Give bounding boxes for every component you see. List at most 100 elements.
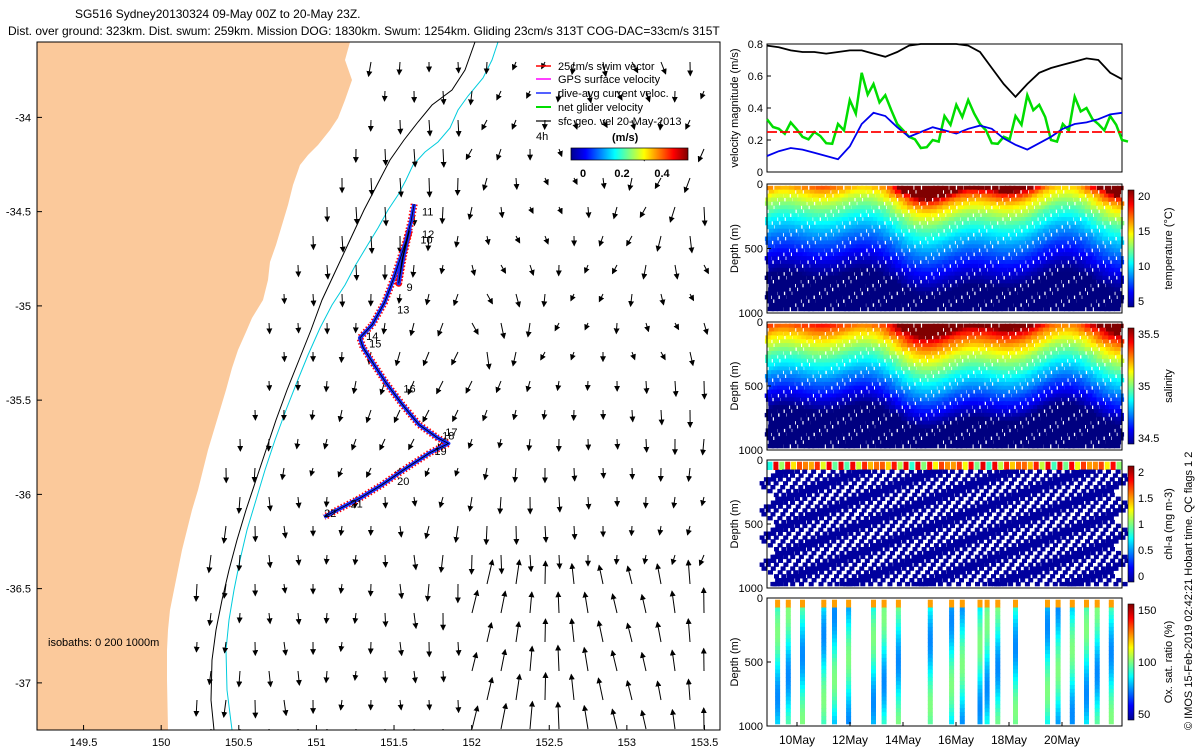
geo-velocity-arrow [440, 90, 447, 106]
section-data-point [807, 201, 814, 206]
section-data-point [910, 389, 917, 394]
section-data-point [887, 381, 894, 387]
section-data-point [838, 409, 845, 414]
section-data-point [978, 283, 986, 288]
section-data-point [936, 420, 943, 425]
section-data-point [1086, 240, 1093, 245]
section-data-point [815, 381, 822, 387]
section-data-point [788, 244, 795, 249]
section-data-point [980, 256, 987, 261]
section-data-point [833, 389, 841, 394]
section-data-point [1034, 205, 1042, 210]
section-data-point [777, 209, 785, 214]
section-data-point [962, 432, 969, 437]
section-data-point [839, 469, 845, 474]
section-data-point [943, 283, 951, 288]
section-data-point [849, 566, 855, 571]
legend-item-geo: sfc geo. vel 20-May-2013 [558, 116, 682, 128]
section-data-point [1079, 244, 1087, 249]
section-data-point [957, 228, 964, 234]
section-data-point [881, 283, 888, 288]
section-data-point [1114, 213, 1121, 218]
section-data-point [1034, 397, 1041, 402]
section-data-point [1105, 362, 1112, 367]
geo-velocity-arrow [569, 562, 576, 585]
section-data-point [943, 420, 951, 425]
section-data-point [930, 385, 937, 391]
section-data-point [830, 397, 837, 402]
section-data-point [795, 401, 802, 406]
section-data-point [854, 271, 862, 277]
section-data-point [870, 488, 875, 494]
section-data-point [800, 374, 808, 379]
section-data-point [793, 535, 799, 540]
section-data-point [1038, 189, 1045, 195]
section-data-point [890, 428, 897, 433]
section-data-point [881, 347, 888, 352]
section-data-point [784, 252, 791, 257]
section-data-point [950, 252, 958, 257]
section-data-point [818, 405, 825, 410]
section-data-point [1054, 416, 1062, 422]
section-data-point [951, 232, 958, 237]
section-data-point [1051, 331, 1058, 336]
section-data-point [936, 263, 943, 269]
section-data-point [954, 374, 961, 379]
section-data-point [877, 554, 883, 560]
section-data-point [962, 440, 969, 445]
section-data-point [985, 217, 992, 222]
section-data-point [830, 224, 837, 230]
section-data-point [1014, 209, 1021, 214]
geo-velocity-arrow [500, 590, 508, 614]
section-data-point [855, 428, 862, 433]
section-data-point [1004, 236, 1011, 241]
section-data-point [948, 295, 955, 300]
geo-velocity-arrow [323, 380, 330, 393]
section-data-point [1110, 302, 1118, 308]
section-data-point [1019, 378, 1026, 383]
section-data-point [921, 385, 928, 391]
section-data-point [896, 323, 904, 329]
section-data-point [792, 409, 799, 414]
section-data-point [765, 335, 772, 340]
geo-velocity-arrow [207, 612, 214, 627]
section-data-point [868, 554, 874, 560]
section-data-point [1098, 244, 1105, 249]
section-data-point [885, 385, 892, 391]
geo-velocity-arrow [440, 148, 447, 168]
section-data-point [1084, 209, 1091, 214]
section-data-point [1064, 283, 1071, 288]
section-data-point [1015, 248, 1022, 253]
section-data-point [957, 436, 964, 441]
geo-velocity-arrow [268, 728, 270, 730]
section-data-point [871, 535, 877, 540]
section-data-point [998, 209, 1005, 214]
figure-subtitle: Dist. over ground: 323km. Dist. swum: 25… [8, 24, 720, 38]
section-data-point [1023, 287, 1030, 292]
section-data-point [960, 424, 967, 429]
section-data-point [891, 244, 899, 249]
section-data-point [897, 428, 905, 433]
section-data-point [852, 508, 857, 513]
section-data-point [802, 481, 808, 486]
section-data-point [1027, 232, 1034, 237]
section-data-point [989, 275, 997, 280]
section-data-point [1081, 323, 1088, 329]
section-data-point [1085, 279, 1092, 284]
section-data-point [827, 428, 835, 433]
section-data-point [874, 570, 880, 575]
section-data-point [816, 260, 823, 265]
section-data-point [854, 554, 860, 560]
section-data-point [860, 205, 867, 210]
section-data-point [783, 562, 789, 567]
section-data-point [877, 220, 885, 226]
section-data-point [938, 240, 945, 245]
section-data-point [1078, 248, 1085, 253]
section-data-point [996, 306, 1003, 312]
section-data-point [960, 389, 967, 394]
section-data-point [849, 539, 855, 544]
section-data-point [916, 327, 923, 332]
section-data-point [937, 323, 944, 329]
section-data-point [1079, 420, 1086, 425]
geo-velocity-arrow [688, 351, 695, 367]
